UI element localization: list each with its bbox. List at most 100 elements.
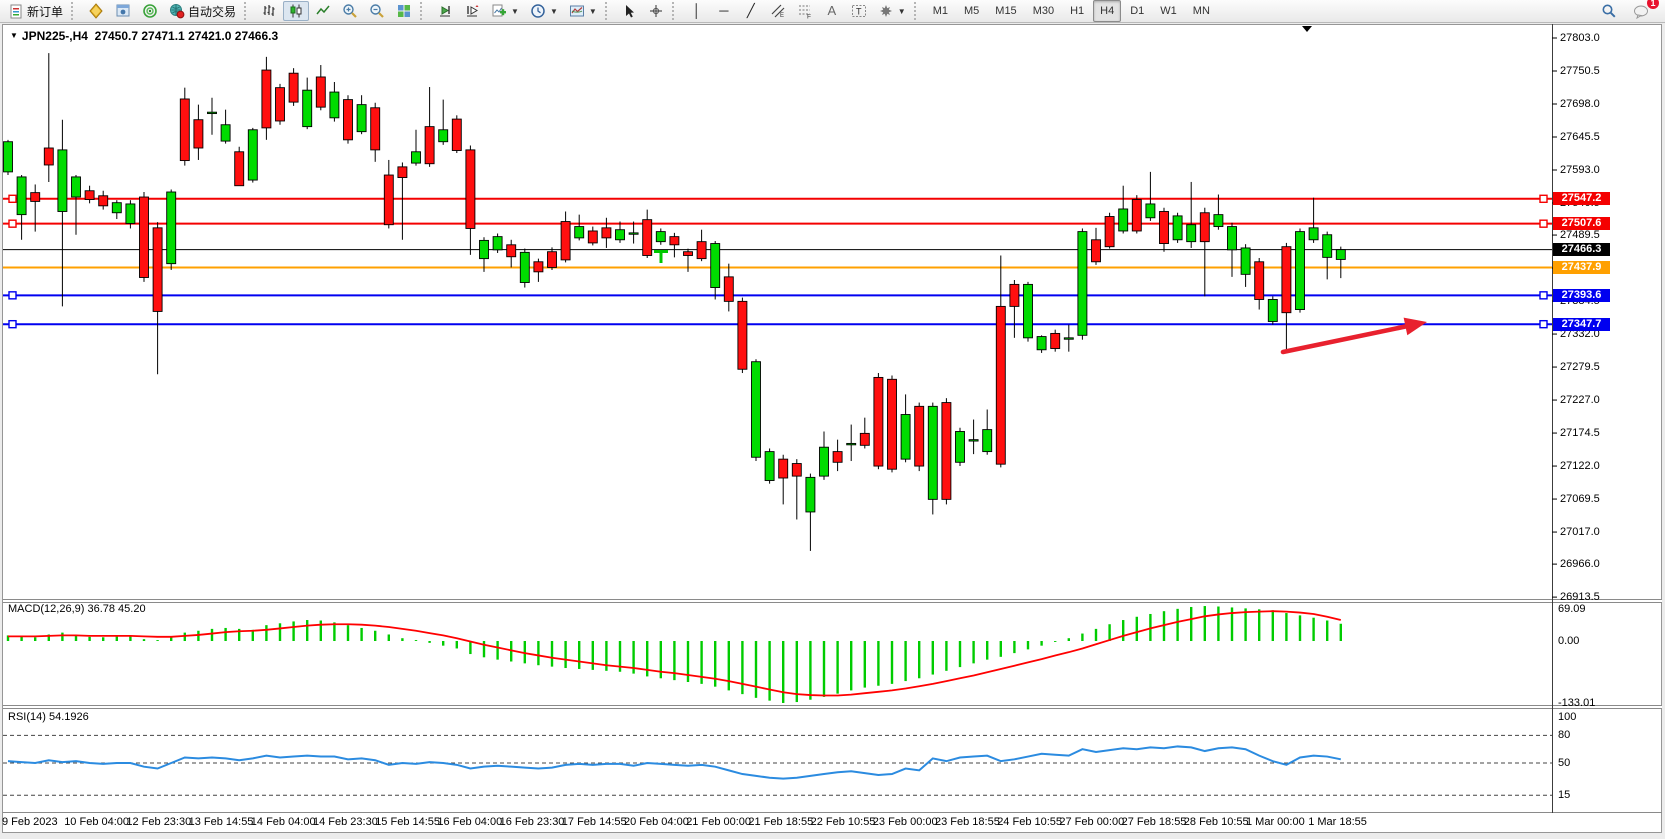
indicator-scale-label: -133.01 <box>1558 696 1596 709</box>
time-axis-label: 12 Feb 23:30 <box>126 816 192 828</box>
rsi-panel-separator[interactable] <box>3 705 1662 709</box>
timeframe-M15[interactable]: M15 <box>995 5 1017 17</box>
price-tick-label: 27698.0 <box>1560 97 1600 110</box>
indicator-scale-label: 100 <box>1558 711 1577 723</box>
timeframe-M30[interactable]: M30 <box>1032 5 1055 17</box>
time-axis-label: 17 Feb 14:55 <box>561 816 627 828</box>
rsi-label: RSI(14) 54.1926 <box>8 711 89 723</box>
zoom-out-icon <box>370 4 384 18</box>
svg-text:F: F <box>807 14 811 20</box>
chart-title: ▼ JPN225-,H4 27450.7 27471.1 27421.0 2746… <box>10 29 278 43</box>
price-tag[interactable]: 27507.6 <box>1553 217 1610 231</box>
price-tick-label: 26966.0 <box>1560 558 1600 571</box>
line-chart-button[interactable] <box>310 1 336 21</box>
price-tick-label: 27279.5 <box>1560 361 1600 374</box>
auto-scroll-button[interactable] <box>459 1 485 21</box>
price-tick-label: 27489.5 <box>1560 229 1600 242</box>
price-tag[interactable]: 27437.9 <box>1553 260 1610 274</box>
chart-window[interactable] <box>2 24 1662 833</box>
svg-text:T: T <box>856 7 862 17</box>
shift-end-button[interactable] <box>432 1 458 21</box>
text-label-button[interactable]: T <box>846 1 872 21</box>
tile-windows-button[interactable] <box>391 1 417 21</box>
zoom-in-icon <box>343 4 357 18</box>
toolbar-separator <box>604 2 614 20</box>
dropdown-caret: ▼ <box>588 6 597 16</box>
symbol-search-button[interactable] <box>1596 1 1622 21</box>
timeframe-group: M1 M5 M15 M30 H1 H4 D1 W1 MN <box>926 0 1217 22</box>
bar-chart-icon <box>263 5 275 16</box>
chart-ohlc: 27450.7 27471.1 27421.0 27466.3 <box>94 29 279 43</box>
timeframe-D1[interactable]: D1 <box>1130 5 1145 17</box>
tile-windows-icon <box>398 5 411 17</box>
autotrading-button[interactable]: 自动交易 <box>164 1 241 21</box>
timeframe-H1[interactable]: H1 <box>1070 5 1085 17</box>
arrows-icon <box>879 5 892 17</box>
time-axis-label: 16 Feb 04:00 <box>437 816 503 828</box>
indicator-scale-label: 15 <box>1558 789 1571 802</box>
indicators-icon <box>492 4 507 17</box>
time-axis-label: 1 Mar 00:00 <box>1246 816 1305 828</box>
fibonacci-button[interactable]: F <box>792 1 818 21</box>
market-watch-button[interactable] <box>83 1 109 21</box>
price-tick-label: 27803.0 <box>1560 32 1600 44</box>
templates-button[interactable]: ▼ <box>564 1 602 21</box>
time-axis-label: 24 Feb 10:55 <box>997 816 1063 828</box>
navigator-button[interactable] <box>110 1 136 21</box>
dropdown-caret: ▼ <box>897 6 906 16</box>
macd-label: MACD(12,26,9) 36.78 45.20 <box>8 603 146 615</box>
bar-chart-button[interactable] <box>256 1 282 21</box>
timeframe-W1[interactable]: W1 <box>1160 5 1177 17</box>
price-tag[interactable]: 27547.2 <box>1553 192 1610 206</box>
horizontal-line-button[interactable]: ─ <box>711 1 737 21</box>
time-axis-label: 16 Feb 23:30 <box>499 816 565 828</box>
periods-button[interactable]: ▼ <box>525 1 563 21</box>
crosshair-icon <box>649 5 662 17</box>
price-tag[interactable]: 27466.3 <box>1553 243 1610 257</box>
price-tick-label: 27227.0 <box>1560 394 1600 407</box>
chart-symbol: JPN225-,H4 <box>21 29 88 43</box>
shift-end-icon <box>440 6 451 17</box>
trendline-icon: ╱ <box>746 3 755 18</box>
text-icon: A <box>827 3 837 18</box>
timeframe-MN[interactable]: MN <box>1192 5 1210 17</box>
vertical-line-button[interactable]: │ <box>684 1 710 21</box>
trendline-button[interactable]: ╱ <box>738 1 764 21</box>
timeframe-M5[interactable]: M5 <box>964 5 980 17</box>
channel-icon: E <box>771 4 785 19</box>
signals-button[interactable] <box>137 1 163 21</box>
price-axis-line[interactable] <box>1552 24 1553 813</box>
toolbar-separator <box>671 2 681 20</box>
text-button[interactable]: A <box>819 1 845 21</box>
new-order-icon <box>10 4 22 18</box>
cursor-button[interactable] <box>617 1 642 21</box>
notifications-button[interactable]: 1 <box>1628 0 1659 21</box>
time-axis-label: 23 Feb 18:55 <box>935 816 1000 828</box>
macd-panel-separator[interactable] <box>3 599 1662 603</box>
price-tick-label: 27593.0 <box>1560 163 1600 176</box>
price-tag[interactable]: 27393.6 <box>1553 288 1610 302</box>
collapse-arrow-icon[interactable]: ▼ <box>10 31 18 40</box>
timeframe-M1[interactable]: M1 <box>932 5 948 17</box>
channel-button[interactable]: E <box>765 1 791 21</box>
dropdown-caret: ▼ <box>549 6 558 16</box>
arrows-button[interactable]: ▼ <box>873 1 911 21</box>
indicator-scale-label: 50 <box>1558 757 1571 769</box>
autotrading-label: 自动交易 <box>188 4 237 19</box>
candlestick-chart-button[interactable] <box>283 1 310 21</box>
price-tag[interactable]: 27347.7 <box>1553 317 1610 331</box>
zoom-in-button[interactable] <box>337 1 363 21</box>
toolbar-separator <box>71 2 80 20</box>
crosshair-button[interactable] <box>643 1 669 21</box>
search-icon <box>1602 4 1616 18</box>
toolbar: 新订单 自动交易 ▼ ▼ ▼ │ ─ ╱ E F A T ▼ <box>0 0 1665 23</box>
time-axis-label: 21 Feb 00:00 <box>686 816 752 828</box>
zoom-out-button[interactable] <box>364 1 390 21</box>
price-tick-label: 27069.5 <box>1560 493 1600 506</box>
price-tick-label: 27017.0 <box>1560 526 1600 539</box>
auto-scroll-icon <box>467 5 479 17</box>
indicators-button[interactable]: ▼ <box>486 1 524 21</box>
new-order-button[interactable]: 新订单 <box>4 1 68 21</box>
timeframe-H4[interactable]: H4 <box>1093 0 1122 22</box>
candlestick-icon <box>290 4 302 18</box>
